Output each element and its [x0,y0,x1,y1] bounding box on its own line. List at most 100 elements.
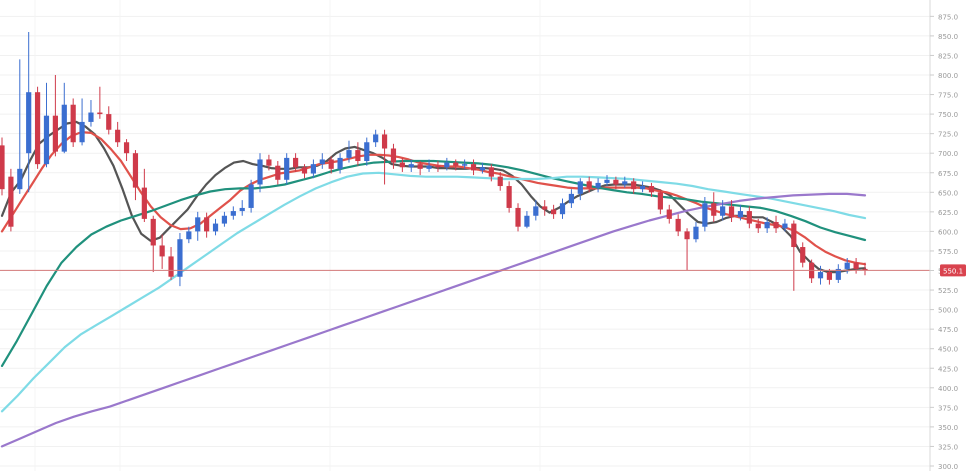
candle-body [675,218,681,232]
candle-body [159,245,165,257]
candle [800,242,806,268]
candle-body [132,153,139,188]
y-tick-label: 300.0 [938,463,958,471]
candle-body [123,142,130,154]
moving-average-lines [0,120,867,448]
candle-body [684,231,690,240]
candle-body [791,223,797,248]
candle-body [453,162,459,166]
y-tick-label: 850.0 [938,33,958,41]
candle [230,206,236,220]
candle [88,100,94,127]
candle-body [835,268,841,280]
candle [444,157,450,171]
candle [168,247,174,280]
y-tick-label: 750.0 [938,111,958,119]
candle [470,159,477,176]
y-tick-label: 525.0 [938,287,958,295]
moving-average-line-5 [0,192,867,448]
y-tick-label: 350.0 [938,424,958,432]
current-price-tag[interactable]: 550.1 [940,264,966,277]
candle-body [141,187,147,219]
candle [684,228,690,271]
candle-body [586,181,592,188]
candle [195,211,201,241]
candlesticks [0,31,868,291]
candle [559,198,566,219]
candle [791,220,797,291]
candle-body [177,239,183,277]
candle-body [559,203,566,215]
candle-body [551,209,557,215]
candle [284,153,290,185]
candle [150,215,156,273]
candle-body [622,181,628,185]
candle-body [186,231,192,240]
candle [728,200,735,223]
candle [862,262,868,276]
y-tick-label: 625.0 [938,209,958,217]
candle [666,204,672,224]
candle [426,159,432,172]
candle [577,178,583,201]
candle [301,164,308,179]
candle-body [764,222,770,229]
y-tick-label: 600.0 [938,228,958,236]
candle-body [542,206,548,210]
candle [809,259,815,284]
candle [43,82,50,168]
candle-body [506,186,512,208]
candle [328,156,334,174]
candle [266,154,272,171]
candle [613,176,619,190]
y-tick-label: 575.0 [938,248,958,256]
candle-body [257,159,263,185]
candle-body [319,159,325,165]
candle [381,129,388,185]
candle [204,212,210,238]
candle [506,181,512,213]
y-tick-label: 400.0 [938,385,958,393]
candle-body [826,272,833,280]
candle-body [417,164,423,169]
candle-body [631,181,637,190]
candle-body [817,272,824,279]
candle [310,159,316,179]
candle [408,159,414,172]
y-tick-label: 800.0 [938,72,958,80]
candle-body [17,168,23,190]
candle [515,203,521,232]
price-axis[interactable]: 875.0 850.0 825.0 800.0 775.0 750.0 725.0 700.0… [929,0,958,471]
candle [364,137,370,166]
candle-body [115,129,121,143]
candle-body [8,176,14,227]
candle [675,214,681,237]
candle-body [488,167,494,177]
candle [115,121,121,147]
candle [479,162,486,174]
candle-body [230,211,236,216]
candle-body [613,179,619,185]
moving-average-line-4 [0,171,867,413]
candle-body [150,218,156,246]
candle-body [746,211,752,224]
candle [8,168,14,232]
candle [177,232,183,287]
price-axis-ticks: 875.0 850.0 825.0 800.0 775.0 750.0 725.0 700.0… [930,13,958,471]
candle [746,206,752,229]
candle-body [195,217,201,232]
candle [390,143,397,169]
candle-body [275,165,281,180]
candle-body [479,167,486,171]
candle [551,204,557,219]
candle-body [657,192,663,210]
candle-body [204,217,210,232]
candle-body [364,142,370,162]
y-tick-label: 675.0 [938,170,958,178]
candle [835,264,841,284]
candle-body [88,112,94,122]
y-tick-label: 450.0 [938,346,958,354]
candle [720,200,726,221]
